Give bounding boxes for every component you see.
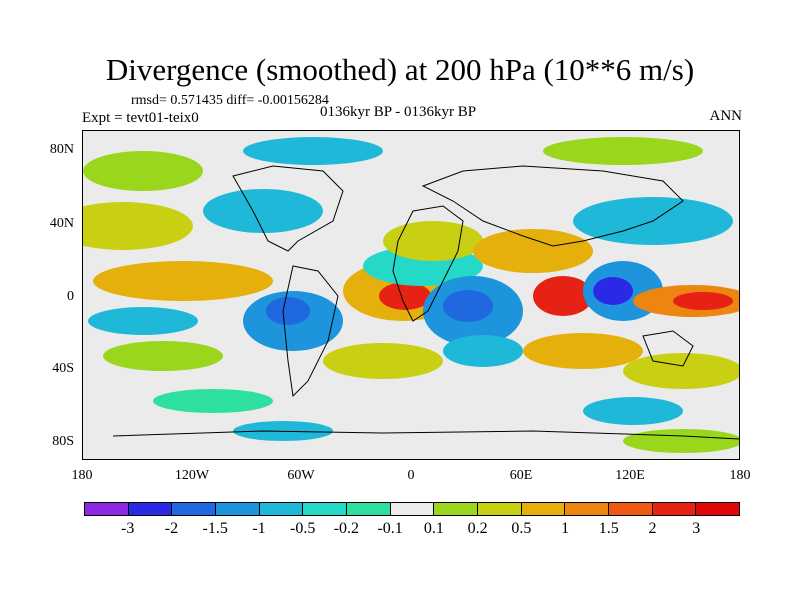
colorbar-swatch: [521, 503, 566, 515]
colorbar-label: 0.2: [467, 520, 488, 537]
lon-label: 120W: [174, 468, 210, 483]
colorbar-label: 2: [648, 520, 657, 537]
lat-label: 0: [67, 289, 74, 304]
colorbar-swatch: [128, 503, 173, 515]
lon-label: 180: [71, 468, 93, 483]
colorbar-swatch: [172, 503, 217, 515]
colorbar-swatch: [478, 503, 522, 515]
antarctica-outline: [112, 430, 739, 440]
colorbar-label: -0.5: [289, 520, 316, 537]
colorbar-label: -0.2: [333, 520, 360, 537]
colorbar-label: -2: [164, 520, 179, 537]
colorbar-label: 1: [561, 520, 570, 537]
colorbar-swatch: [259, 503, 304, 515]
colorbar-label: -1: [252, 520, 266, 537]
divergence-field-shading: [83, 137, 739, 453]
lon-label: 180: [729, 468, 751, 483]
colorbar-label: 0.5: [511, 520, 532, 537]
africa-outline: [392, 205, 464, 322]
eurasia-outline: [421, 165, 684, 247]
lat-label: 80N: [49, 142, 74, 157]
north-america-outline: [232, 165, 344, 252]
colorbar-swatch: [434, 503, 479, 515]
season-label: ANN: [709, 108, 743, 124]
lon-label: 60E: [509, 468, 533, 483]
colorbar-label: 3: [692, 520, 701, 537]
divergence-field-map: [83, 131, 739, 459]
continent-outlines: [112, 165, 739, 440]
period-label: 0136kyr BP - 0136kyr BP: [320, 104, 477, 120]
colorbar-swatch: [390, 503, 435, 515]
colorbar-swatch: [609, 503, 653, 515]
colorbar-swatch: [565, 503, 610, 515]
australia-outline: [642, 330, 694, 367]
south-america-outline: [282, 265, 339, 398]
lon-label: 120E: [615, 468, 645, 483]
lat-label: 40N: [49, 216, 74, 231]
experiment-label: Expt = tevt01-teix0: [82, 110, 199, 126]
lon-label: 0: [407, 468, 415, 483]
colorbar-swatch: [652, 503, 697, 515]
map-plot: [82, 130, 740, 460]
lon-label: 60W: [287, 468, 315, 483]
figure-title: Divergence (smoothed) at 200 hPa (10**6 …: [105, 52, 695, 87]
stats-line: rmsd= 0.571435 diff= -0.00156284: [131, 93, 329, 108]
lat-label: 80S: [52, 434, 74, 449]
colorbar-swatch: [696, 503, 740, 515]
colorbar-swatch: [85, 503, 129, 515]
colorbar-swatch: [303, 503, 348, 515]
colorbar-label: -1.5: [202, 520, 228, 537]
lat-label: 40S: [52, 361, 74, 376]
colorbar-label: -0.1: [377, 520, 403, 537]
colorbar-label: 1.5: [598, 520, 619, 537]
colorbar: [84, 502, 740, 516]
colorbar-label: 0.1: [423, 520, 444, 537]
colorbar-label: -3: [121, 520, 135, 537]
colorbar-swatch: [347, 503, 391, 515]
colorbar-swatch: [216, 503, 260, 515]
